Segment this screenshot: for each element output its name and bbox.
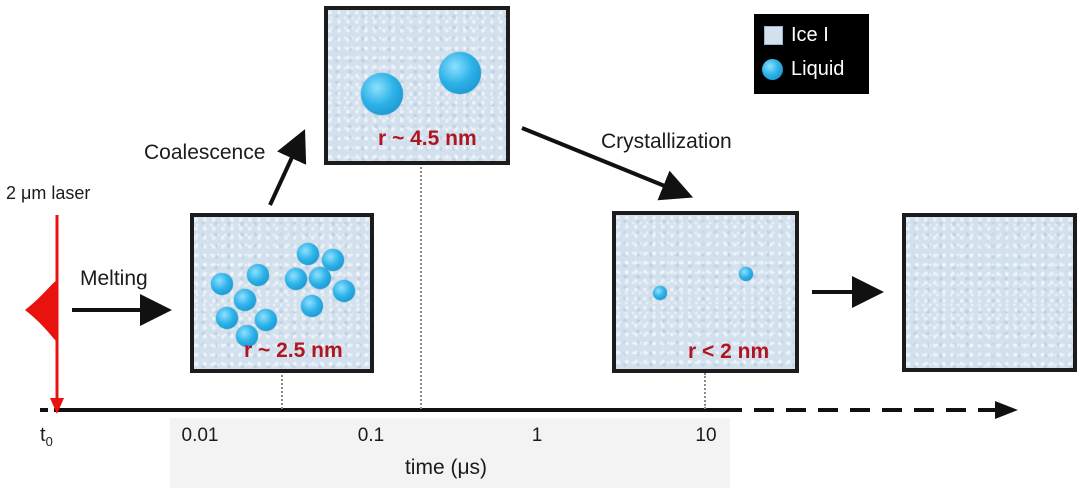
panel1-radius-label: r ~ 2.5 nm	[244, 339, 343, 362]
time-axis-arrowhead	[995, 401, 1018, 419]
liquid-droplet	[216, 307, 238, 329]
tick-label: 0.01	[181, 425, 219, 446]
panel-melted-small-droplets: r ~ 2.5 nm	[190, 213, 374, 373]
liquid-droplet	[301, 295, 323, 317]
liquid-droplet	[322, 249, 344, 271]
liquid-droplet	[255, 309, 277, 331]
crystallization-label: Crystallization	[601, 130, 732, 153]
legend-label-ice: Ice I	[791, 24, 829, 46]
ice-square-icon	[764, 26, 783, 45]
panel2-time-marker	[420, 163, 422, 409]
coalescence-arrow	[268, 129, 307, 206]
tick-label: 0.1	[357, 425, 385, 446]
liquid-droplet	[234, 289, 256, 311]
axis-origin-sub: 0	[45, 434, 53, 449]
tick-label: 10	[695, 425, 717, 446]
liquid-droplet	[297, 243, 319, 265]
liquid-droplet	[309, 267, 331, 289]
legend-item-ice: Ice I	[764, 24, 829, 47]
panel2-radius-label: r ~ 4.5 nm	[378, 127, 477, 150]
axis-origin-t: t	[40, 424, 46, 446]
laser-arrowhead	[50, 398, 64, 414]
panel-crystallizing-droplets: r < 2 nm	[612, 211, 799, 373]
liquid-droplet	[739, 267, 753, 281]
liquid-droplet	[285, 268, 307, 290]
laser-pulse-shape	[25, 280, 57, 342]
liquid-droplet	[361, 73, 403, 115]
liquid-droplet-icon	[762, 59, 783, 80]
liquid-droplet	[236, 325, 258, 347]
panel-coalesced-droplets: r ~ 4.5 nm	[324, 6, 510, 165]
liquid-droplet	[247, 264, 269, 286]
coalescence-label: Coalescence	[144, 141, 266, 164]
liquid-droplet	[333, 280, 355, 302]
legend: Ice I Liquid	[754, 14, 869, 94]
panel3-radius-label: r < 2 nm	[688, 340, 770, 363]
liquid-droplet	[439, 52, 481, 94]
melting-label: Melting	[80, 267, 148, 290]
panel1-time-marker	[281, 371, 283, 409]
liquid-droplet	[211, 273, 233, 295]
x-axis-title: time (μs)	[404, 456, 488, 479]
liquid-droplet	[653, 286, 667, 300]
crystallization-arrow	[521, 126, 694, 201]
legend-label-liquid: Liquid	[791, 58, 845, 80]
axis-origin-label: t0	[40, 424, 53, 449]
legend-item-liquid: Liquid	[762, 58, 844, 81]
panel-fully-crystallized	[902, 213, 1077, 372]
tick-label: 1	[531, 425, 543, 446]
laser-label: 2 μm laser	[6, 183, 91, 203]
axis-label-background	[170, 418, 730, 488]
panel3-time-marker	[704, 373, 706, 409]
